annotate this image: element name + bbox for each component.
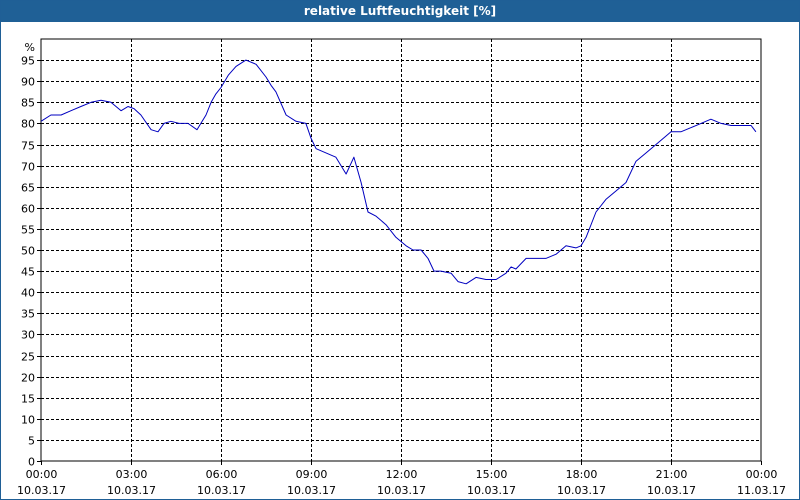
x-tick-date: 11.03.17 bbox=[737, 484, 786, 497]
y-tick-label: 45 bbox=[21, 266, 35, 279]
y-tick-label: 50 bbox=[21, 245, 35, 258]
x-tick-date: 10.03.17 bbox=[467, 484, 516, 497]
grid-lines bbox=[41, 39, 761, 461]
y-tick-label: 55 bbox=[21, 224, 35, 237]
y-axis: 0 5 10 15 20 25 30 35 40 45 50 55 60 65 70 75 80 85 90 95% bbox=[21, 41, 41, 469]
y-tick-label: 60 bbox=[21, 203, 35, 216]
y-tick-label: 10 bbox=[21, 414, 35, 427]
x-tick-date: 10.03.17 bbox=[287, 484, 336, 497]
x-tick-date: 10.03.17 bbox=[377, 484, 426, 497]
x-tick-time: 12:00 bbox=[386, 468, 418, 481]
y-tick-label: 70 bbox=[21, 161, 35, 174]
y-tick-label: 40 bbox=[21, 287, 35, 300]
x-tick-date: 10.03.17 bbox=[197, 484, 246, 497]
x-tick-time: 06:00 bbox=[206, 468, 238, 481]
x-tick-time: 00:00 bbox=[746, 468, 778, 481]
x-tick-date: 10.03.17 bbox=[107, 484, 156, 497]
y-axis-label: % bbox=[25, 41, 35, 54]
series-line bbox=[40, 59, 757, 285]
x-tick-date: 10.03.17 bbox=[647, 484, 696, 497]
x-tick-time: 15:00 bbox=[476, 468, 508, 481]
x-axis: 00:00 10.03.17 03:00 10.03.17 06:00 10.03.17 0… bbox=[17, 461, 786, 497]
x-tick-date: 10.03.17 bbox=[557, 484, 606, 497]
y-tick-label: 15 bbox=[21, 393, 35, 406]
x-tick-time: 00:00 bbox=[26, 468, 58, 481]
y-tick-label: 80 bbox=[21, 118, 35, 131]
y-tick-label: 25 bbox=[21, 351, 35, 364]
x-tick-time: 09:00 bbox=[296, 468, 328, 481]
y-tick-label: 85 bbox=[21, 97, 35, 110]
y-tick-label: 30 bbox=[21, 329, 35, 342]
y-tick-label: 90 bbox=[21, 76, 35, 89]
y-tick-label: 65 bbox=[21, 182, 35, 195]
x-tick-time: 18:00 bbox=[566, 468, 598, 481]
y-tick-label: 20 bbox=[21, 372, 35, 385]
y-tick-label: 0 bbox=[28, 456, 35, 469]
y-tick-label: 35 bbox=[21, 308, 35, 321]
y-tick-label: 75 bbox=[21, 140, 35, 153]
x-tick-time: 03:00 bbox=[116, 468, 148, 481]
x-tick-time: 21:00 bbox=[656, 468, 688, 481]
y-tick-label: 5 bbox=[28, 435, 35, 448]
y-tick-label: 95 bbox=[21, 55, 35, 68]
series-lines bbox=[40, 59, 757, 285]
x-tick-date: 10.03.17 bbox=[17, 484, 66, 497]
chart-title: relative Luftfeuchtigkeit [%] bbox=[1, 1, 799, 22]
